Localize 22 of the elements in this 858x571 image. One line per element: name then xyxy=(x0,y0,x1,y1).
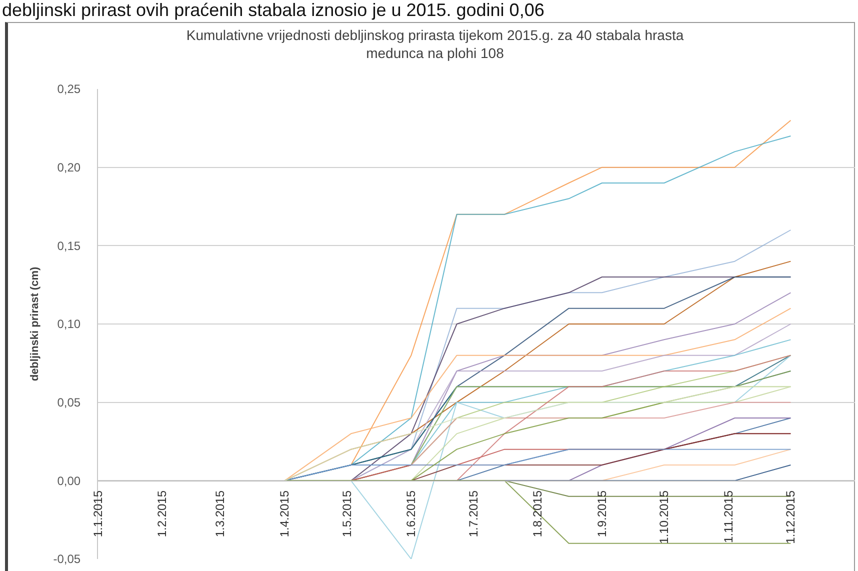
y-tick-label: 0,00 xyxy=(57,474,81,488)
y-tick-label: 0,15 xyxy=(57,238,81,253)
x-tick-label: 1.7.2015 xyxy=(466,490,480,538)
x-tick-label: 1.5.2015 xyxy=(340,490,354,538)
y-tick-label: 0,05 xyxy=(57,396,81,410)
y-tick-label: -0,05 xyxy=(53,552,81,566)
y-tick-label: 0,10 xyxy=(57,317,81,332)
y-tick-label: 0,20 xyxy=(57,160,81,175)
x-tick-label: 1.6.2015 xyxy=(404,490,418,538)
y-tick-label: 0,25 xyxy=(57,82,81,96)
x-tick-label: 1.3.2015 xyxy=(213,490,228,538)
y-axis-title: debljinski prirast (cm) xyxy=(28,266,41,382)
x-tick-label: 1.8.2015 xyxy=(530,490,545,538)
x-tick-label: 1.2.2015 xyxy=(155,490,170,538)
chart-title: Kumulativne vrijednosti debljinskog prirasta tijekom 2015.g. za 40 stabala hrasta medunca na plohi 108 xyxy=(186,27,684,62)
x-tick-label: 1.10.2015 xyxy=(657,490,672,544)
x-tick-label: 1.9.2015 xyxy=(594,490,609,538)
x-tick-label: 1.11.2015 xyxy=(721,490,736,543)
x-tick-label: 1.12.2015 xyxy=(784,490,798,544)
x-tick-label: 1.1.2015 xyxy=(90,490,105,538)
text: debljinski prirast ovih praćenih stabala iznosio je u 2015. godini 0,06 xyxy=(2,0,544,21)
x-tick-label: 1.4.2015 xyxy=(278,490,292,538)
